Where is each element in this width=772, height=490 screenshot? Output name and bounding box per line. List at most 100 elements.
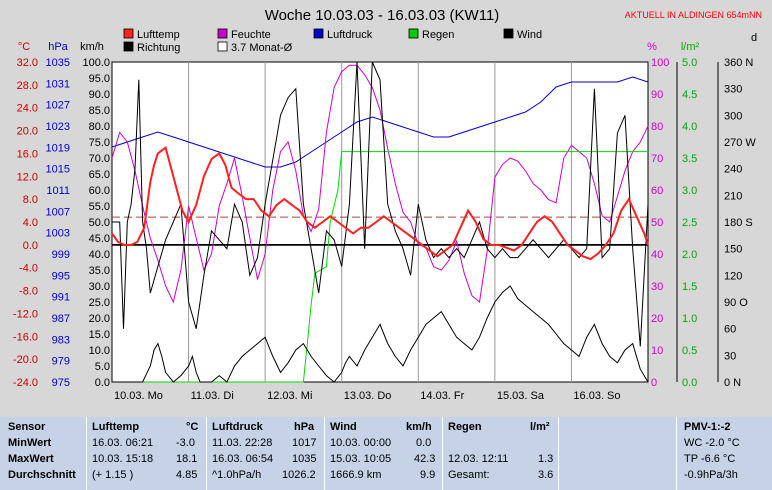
tick-temp-9: -4.0 (19, 263, 38, 275)
series-lufttemp (111, 146, 649, 261)
tick-hpa-5: 1015 (46, 164, 70, 176)
chart-title: Woche 10.03.03 - 16.03.03 (KW11) (265, 7, 500, 24)
x-axis-ticks: 10.03. Mo 11.03. Di 12.03. Mi 13.03. Do 14.0… (114, 390, 621, 402)
tick-kmh-3: 85.0 (89, 105, 110, 117)
tick-kmh-15: 25.0 (89, 297, 110, 309)
tick-kmh-4: 80.0 (89, 121, 110, 133)
tick-kmh-7: 65.0 (89, 169, 110, 181)
stats-wind-min-value: 0.0 (416, 437, 432, 449)
legend-swatch-1 (217, 28, 228, 39)
legend-label-0: Lufttemp (137, 29, 180, 41)
tick-dir-3: 270 W (724, 137, 756, 149)
stats-header-luftdruck-unit: hPa (294, 421, 315, 433)
tick-rain-10: 0.0 (682, 377, 697, 389)
stats-pmv-col: PMV-1:-2 WC -2.0 °C TP -6.6 °C -0.9hPa/3… (684, 417, 770, 490)
stats-regen-total-value: 3.6 (538, 469, 554, 481)
tick-dir-12: 0 N (724, 377, 741, 389)
tick-dir-10: 60 (724, 324, 736, 336)
tick-dir-11: 30 (724, 350, 736, 362)
stats-pmv-wc: WC -2.0 °C (684, 437, 740, 449)
chart-legend: Lufttemp Feuchte Luftdruck Regen Wind Richtun… (123, 28, 542, 54)
tick-hpa-3: 1023 (46, 121, 70, 133)
tick-hpa-13: 983 (52, 334, 70, 346)
stats-regen-max-value: 1.3 (538, 453, 554, 465)
legend-swatch-6 (217, 41, 228, 52)
legend-label-1: Feuchte (231, 29, 271, 41)
tick-rain-3: 3.5 (682, 153, 697, 165)
tick-hpa-12: 987 (52, 313, 70, 325)
series-richtung (112, 61, 649, 347)
stats-luftdruck-min-time: 11.03. 22:28 (212, 437, 273, 449)
tick-dir-4: 240 (724, 164, 742, 176)
tick-temp-14: -24.0 (13, 377, 38, 389)
series-feuchte (111, 64, 649, 304)
grid-lines (112, 62, 648, 382)
tick-rain-8: 1.0 (682, 313, 697, 325)
stats-lufttemp-min-time: 16.03. 06:21 (92, 437, 154, 449)
x-tick-5: 15.03. Sa (497, 390, 545, 402)
stats-lufttemp-avg-trend: (+ 1.15 ) (92, 469, 134, 481)
tick-kmh-18: 10.0 (89, 345, 110, 357)
tick-kmh-10: 50.0 (89, 217, 110, 229)
tick-dir-1: 330 (724, 84, 742, 96)
stats-luftdruck-max-value: 1035 (292, 453, 317, 465)
tick-pct-10: 0 (651, 377, 657, 389)
legend-swatch-2 (313, 28, 324, 39)
tick-rain-9: 0.5 (682, 345, 697, 357)
stats-regen-max-time: 12.03. 12:11 (448, 453, 509, 465)
tick-pct-2: 80 (651, 121, 663, 133)
stats-header-sensor: Sensor (8, 421, 46, 433)
tick-pct-5: 50 (651, 217, 663, 229)
stats-header-pmv: PMV-1:-2 (684, 421, 731, 433)
tick-hpa-14: 979 (52, 356, 70, 368)
tick-hpa-15: 975 (52, 377, 70, 389)
stats-lufttemp-avg-value: 4.85 (176, 469, 198, 481)
tick-temp-10: -8.0 (19, 286, 38, 298)
tick-kmh-12: 40.0 (89, 249, 110, 261)
stats-wind-distance: 1666.9 km (330, 469, 382, 481)
tick-kmh-13: 35.0 (89, 265, 110, 277)
stats-wind-col: Wind km/h 10.03. 00:00 0.0 15.03. 10:05 … (330, 417, 440, 490)
tick-rain-2: 4.0 (682, 121, 697, 133)
tick-hpa-1: 1031 (46, 78, 70, 90)
series-regen (112, 151, 648, 383)
tick-temp-6: 8.0 (23, 194, 38, 206)
tick-pct-1: 90 (651, 89, 663, 101)
tick-dir-5: 210 (724, 190, 742, 202)
axis-unit-pct: % (647, 41, 657, 53)
tick-kmh-19: 5.0 (95, 361, 110, 373)
tick-dir-8: 120 (724, 270, 742, 282)
data-series (111, 61, 649, 383)
tick-dir-0: 360 N (724, 57, 753, 69)
x-tick-1: 11.03. Di (191, 390, 234, 402)
tick-hpa-9: 999 (52, 249, 70, 261)
x-tick-4: 14.03. Fr (420, 390, 464, 402)
tick-dir-2: 300 (724, 110, 742, 122)
tick-kmh-2: 90.0 (89, 89, 110, 101)
tick-temp-7: 4.0 (23, 217, 38, 229)
tick-temp-8: 0.0 (23, 240, 38, 252)
tick-hpa-0: 1035 (46, 57, 70, 69)
legend-label-3: Regen (422, 29, 454, 41)
stats-label-avg: Durchschnitt (8, 469, 76, 481)
tick-dir-7: 150 (724, 244, 742, 256)
x-tick-6: 16.03. So (573, 390, 620, 402)
stats-wind-max-time: 15.03. 10:05 (330, 453, 392, 465)
x-tick-0: 10.03. Mo (114, 390, 163, 402)
stats-luftdruck-min-value: 1017 (292, 437, 317, 449)
tick-dir-9: 90 O (724, 297, 748, 309)
legend-label-2: Luftdruck (327, 29, 373, 41)
stats-luftdruck-col: Luftdruck hPa 11.03. 22:28 1017 16.03. 0… (212, 417, 322, 490)
stats-header-wind-unit: km/h (406, 421, 432, 433)
tick-pct-6: 40 (651, 249, 663, 261)
tick-pct-3: 70 (651, 153, 663, 165)
stats-wind-min-time: 10.03. 00:00 (330, 437, 392, 449)
tick-rain-0: 5.0 (682, 57, 697, 69)
series-wind (112, 285, 649, 383)
tick-kmh-16: 20.0 (89, 313, 110, 325)
stats-luftdruck-max-time: 16.03. 06:54 (212, 453, 274, 465)
tick-pct-0: 100 (651, 57, 669, 69)
tick-temp-0: 32.0 (17, 57, 38, 69)
legend-swatch-5 (123, 41, 134, 52)
legend-swatch-0 (123, 28, 134, 39)
